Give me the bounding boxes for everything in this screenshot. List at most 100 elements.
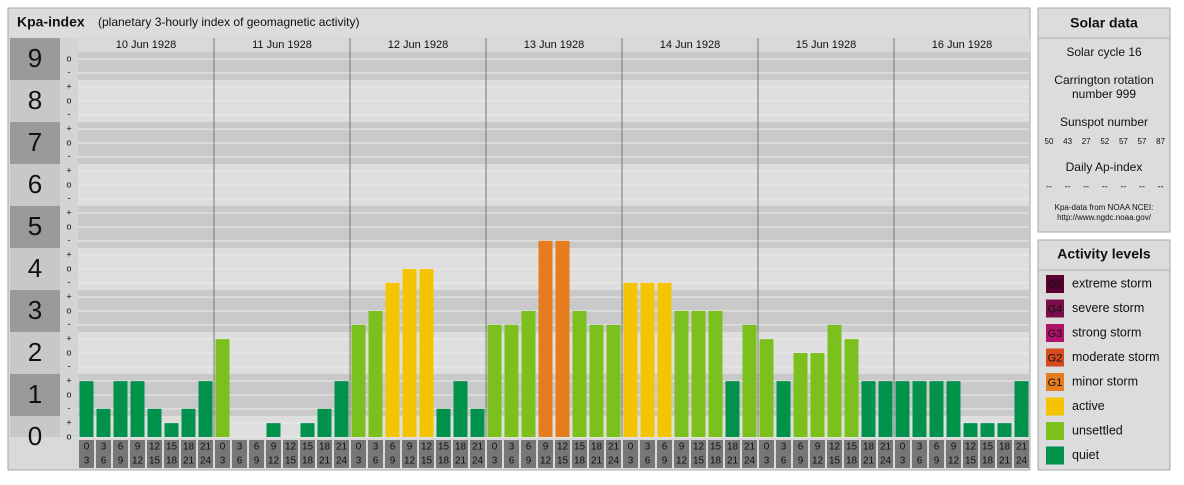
sunspot-value: 52	[1100, 137, 1109, 146]
bar	[827, 324, 842, 437]
legend-label: severe storm	[1072, 301, 1144, 315]
y-tick-label: 2	[28, 337, 42, 367]
x-tick-label: 3	[900, 456, 906, 467]
x-tick-label: 15	[710, 442, 722, 453]
x-tick-label: 15	[302, 442, 314, 453]
x-tick-label: 3	[373, 442, 379, 453]
bar	[538, 240, 553, 437]
interval-box	[691, 440, 706, 468]
bar	[385, 282, 400, 437]
minor-tick-label: o	[66, 179, 71, 189]
x-tick-label: 12	[812, 456, 824, 467]
interval-box	[555, 440, 570, 468]
x-tick-label: 12	[285, 442, 297, 453]
band	[60, 332, 78, 374]
day-label: 11 Jun 1928	[252, 39, 312, 51]
band	[60, 80, 78, 122]
legend-label: moderate storm	[1072, 350, 1160, 364]
ap-value: --	[1046, 181, 1052, 191]
source: Kpa-data from NOAA NCEI:	[1055, 203, 1154, 212]
chart-title: Kpa-index	[17, 14, 85, 30]
x-tick-label: 18	[591, 442, 603, 453]
band	[60, 206, 78, 248]
band	[78, 416, 1029, 437]
x-tick-label: 0	[84, 442, 90, 453]
bar	[79, 381, 94, 437]
minor-tick-label: o	[66, 347, 71, 357]
bar	[759, 339, 774, 437]
x-tick-label: 3	[645, 442, 651, 453]
legend-swatch	[1046, 275, 1064, 293]
x-tick-label: 21	[744, 442, 756, 453]
interval-box	[912, 440, 927, 468]
x-tick-label: 18	[999, 442, 1011, 453]
x-tick-label: 6	[390, 442, 396, 453]
legend-swatch	[1046, 422, 1064, 440]
interval-box	[827, 440, 842, 468]
x-tick-label: 9	[254, 456, 260, 467]
sunspot-value: 43	[1063, 137, 1072, 146]
interval-box	[419, 440, 434, 468]
x-tick-label: 0	[900, 442, 906, 453]
x-tick-label: 18	[455, 442, 467, 453]
bar	[266, 423, 281, 437]
interval-box	[113, 440, 128, 468]
bar	[521, 311, 536, 437]
day-header	[622, 38, 758, 52]
day-header	[350, 38, 486, 52]
ap-value: --	[1120, 181, 1126, 191]
x-tick-label: 9	[798, 456, 804, 467]
x-tick-label: 21	[319, 456, 331, 467]
x-tick-label: 15	[846, 442, 858, 453]
x-tick-label: 0	[628, 442, 634, 453]
interval-box	[147, 440, 162, 468]
interval-box	[997, 440, 1012, 468]
day-label: 16 Jun 1928	[932, 39, 993, 51]
band	[10, 122, 60, 164]
minor-tick-label: -	[68, 277, 71, 287]
band	[10, 80, 60, 122]
x-tick-label: 18	[438, 456, 450, 467]
y-tick-label: 0	[28, 421, 42, 451]
x-tick-label: 24	[472, 456, 484, 467]
interval-box	[606, 440, 621, 468]
x-tick-label: 0	[492, 442, 498, 453]
x-tick-label: 12	[693, 442, 705, 453]
minor-tick-label: o	[66, 53, 71, 63]
bar	[113, 381, 128, 437]
bar	[419, 269, 434, 437]
x-tick-label: 6	[237, 456, 243, 467]
sunspot-value: 87	[1156, 137, 1165, 146]
x-tick-label: 21	[472, 442, 484, 453]
x-tick-label: 6	[373, 456, 379, 467]
bar	[708, 311, 723, 437]
band	[60, 38, 78, 80]
minor-tick-label: -	[68, 109, 71, 119]
bar	[215, 339, 230, 437]
interval-box	[572, 440, 587, 468]
minor-tick-label: o	[66, 137, 71, 147]
band	[10, 374, 60, 416]
x-tick-label: 21	[863, 456, 875, 467]
x-tick-label: 6	[798, 442, 804, 453]
interval-box	[538, 440, 553, 468]
solar-panel	[1037, 7, 1171, 233]
x-tick-label: 3	[917, 442, 923, 453]
bar	[844, 339, 859, 437]
x-tick-label: 6	[118, 442, 124, 453]
y-tick-label: 9	[28, 43, 42, 73]
interval-box	[317, 440, 332, 468]
x-tick-label: 9	[951, 442, 957, 453]
minor-tick-label: o	[66, 389, 71, 399]
legend-label: quiet	[1072, 448, 1100, 462]
bar	[657, 282, 672, 437]
x-tick-label: 3	[492, 456, 498, 467]
interval-box	[504, 440, 519, 468]
interval-box	[436, 440, 451, 468]
bar	[640, 282, 655, 437]
day-header	[758, 38, 894, 52]
bar	[555, 240, 570, 437]
panel-title: Solar data	[1070, 15, 1138, 31]
ap-value: --	[1158, 181, 1164, 191]
